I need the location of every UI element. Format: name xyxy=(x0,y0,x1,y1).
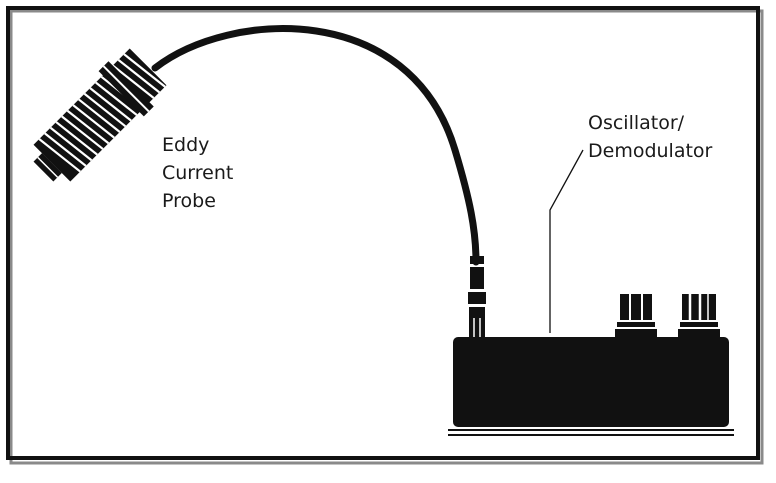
control-knob-right xyxy=(678,294,720,337)
probe-label-line-1: Eddy xyxy=(162,134,210,156)
cable-connector xyxy=(468,256,486,337)
eddy-current-probe xyxy=(33,48,167,182)
instrument-label-line-1: Oscillator/ xyxy=(588,112,685,134)
probe-label-line-2: Current xyxy=(162,162,234,184)
oscillator-demodulator-box xyxy=(453,337,729,427)
probe-label-line-3: Probe xyxy=(162,190,216,212)
control-knob-left xyxy=(615,294,657,337)
instrument-label: Oscillator/ Demodulator xyxy=(588,109,712,165)
frame-shadow xyxy=(9,9,764,465)
leader-line xyxy=(549,149,584,333)
probe-label: Eddy Current Probe xyxy=(162,131,233,215)
probe-cable xyxy=(151,25,480,266)
instrument-label-line-2: Demodulator xyxy=(588,140,713,162)
frame-border xyxy=(6,6,760,460)
